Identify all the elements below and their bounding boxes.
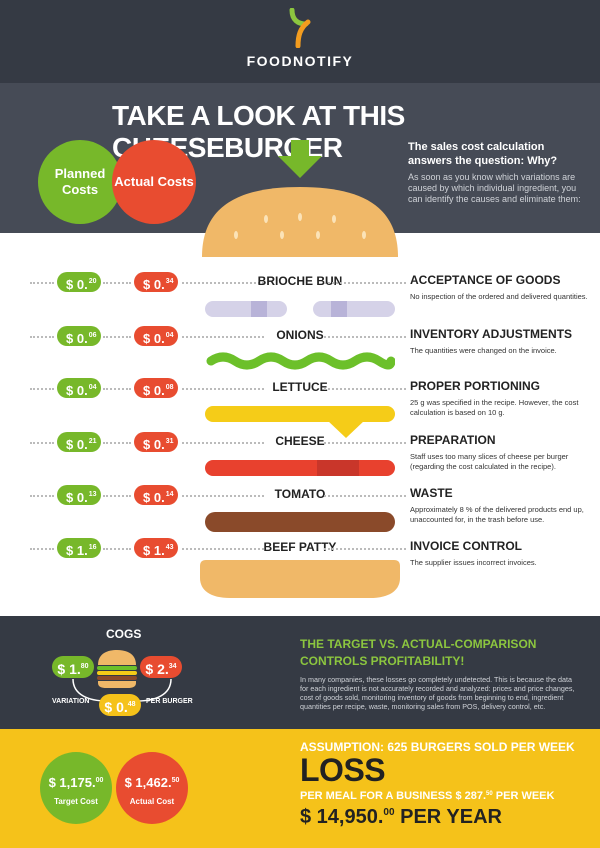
ingredient-row-tomato: $ 0.13 $ 0.14 TOMATO WASTE Approximately… <box>0 485 600 539</box>
actual-cost-pill: $ 0.08 <box>134 378 178 398</box>
actual-cost-pill: $ 1.43 <box>134 538 178 558</box>
bun-top-illustration <box>202 187 398 257</box>
loss-heading: LOSS <box>300 752 386 788</box>
ingredient-row-lettuce: $ 0.04 $ 0.08 LETTUCE PROPER PORTIONING … <box>0 378 600 432</box>
actual-cost-circle: $ 1,462.50 Actual Cost <box>116 752 188 824</box>
question-heading: The sales cost calculation answers the q… <box>408 141 558 167</box>
cause-title: PREPARATION <box>410 433 496 447</box>
cause-title: WASTE <box>410 486 453 500</box>
onion-illustration <box>205 301 395 317</box>
ingredient-row-cheese: $ 0.21 $ 0.31 CHEESE PREPARATION Staff u… <box>0 432 600 486</box>
cause-text: No inspection of the ordered and deliver… <box>410 292 588 301</box>
ingredient-row-onions: $ 0.06 $ 0.04 ONIONS INVENTORY ADJUSTMEN… <box>0 326 600 380</box>
foodnotify-logo-icon <box>289 8 311 48</box>
actual-costs-circle: Actual Costs <box>112 140 196 224</box>
cause-text: The supplier issues incorrect invoices. <box>410 558 537 567</box>
planned-cost-pill: $ 0.20 <box>57 272 101 292</box>
cause-title: INVENTORY ADJUSTMENTS <box>410 327 573 341</box>
cause-title: ACCEPTANCE OF GOODS <box>410 273 561 287</box>
cogs-planned-pill: $ 1.80 <box>52 656 94 678</box>
cause-title: PROPER PORTIONING <box>410 379 541 393</box>
assumption-text: ASSUMPTION: 625 BURGERS SOLD PER WEEK <box>300 740 575 754</box>
tomato-illustration <box>205 460 395 476</box>
target-vs-actual-heading: THE TARGET VS. ACTUAL-COMPARISON CONTROL… <box>300 637 537 668</box>
cogs-title: COGS <box>106 627 142 641</box>
actual-cost-pill: $ 0.34 <box>134 272 178 292</box>
brand-name: FOODNOTIFY <box>246 53 354 69</box>
cogs-variation-pill: $ 0.48 <box>99 694 141 716</box>
ingredient-name: ONIONS <box>276 328 324 342</box>
target-cost-circle: $ 1,175.00 Target Cost <box>40 752 112 824</box>
planned-cost-pill: $ 1.16 <box>57 538 101 558</box>
burger-icon <box>97 650 137 688</box>
down-arrow-icon <box>278 140 322 178</box>
target-vs-actual-body: In many companies, these losses go compl… <box>300 675 575 711</box>
per-meal-text: PER MEAL FOR A BUSINESS $ 287.50 PER WEE… <box>300 790 555 802</box>
planned-costs-circle: Planned Costs <box>38 140 122 224</box>
planned-cost-pill: $ 0.13 <box>57 485 101 505</box>
ingredient-name: CHEESE <box>275 434 325 448</box>
ingredient-name: TOMATO <box>274 487 326 501</box>
planned-cost-pill: $ 0.21 <box>57 432 101 452</box>
question-body: As soon as you know which variations are… <box>408 172 581 204</box>
cause-title: INVOICE CONTROL <box>410 539 523 553</box>
ingredient-name: LETTUCE <box>272 380 328 394</box>
ingredient-name: BEEF PATTY <box>263 540 337 554</box>
cheese-illustration <box>205 406 395 438</box>
cause-text: 25 g was specified in the recipe. Howeve… <box>410 398 579 417</box>
bun-bottom-illustration <box>200 560 400 598</box>
actual-cost-pill: $ 0.14 <box>134 485 178 505</box>
actual-cost-pill: $ 0.31 <box>134 432 178 452</box>
per-burger-label: PER BURGER <box>146 698 193 705</box>
planned-cost-pill: $ 0.04 <box>57 378 101 398</box>
cause-text: Staff uses too many slices of cheese per… <box>410 452 569 471</box>
ingredient-row-beef-patty: $ 1.16 $ 1.43 BEEF PATTY INVOICE CONTROL… <box>0 538 600 592</box>
planned-cost-pill: $ 0.06 <box>57 326 101 346</box>
cause-text: Approximately 8 % of the delivered produ… <box>410 505 584 524</box>
cause-text: The quantities were changed on the invoi… <box>410 346 557 355</box>
ingredient-name: BRIOCHE BUN <box>257 274 343 288</box>
actual-cost-pill: $ 0.04 <box>134 326 178 346</box>
ingredient-row-brioche-bun: $ 0.20 $ 0.34 BRIOCHE BUN ACCEPTANCE OF … <box>0 272 600 326</box>
header: FOODNOTIFY <box>0 0 600 83</box>
beef-patty-illustration <box>205 512 395 532</box>
lettuce-illustration <box>206 352 395 370</box>
per-year-text: $ 14,950.00 PER YEAR <box>300 806 502 828</box>
variation-label: VARIATION <box>52 698 90 705</box>
cogs-actual-pill: $ 2.34 <box>140 656 182 678</box>
